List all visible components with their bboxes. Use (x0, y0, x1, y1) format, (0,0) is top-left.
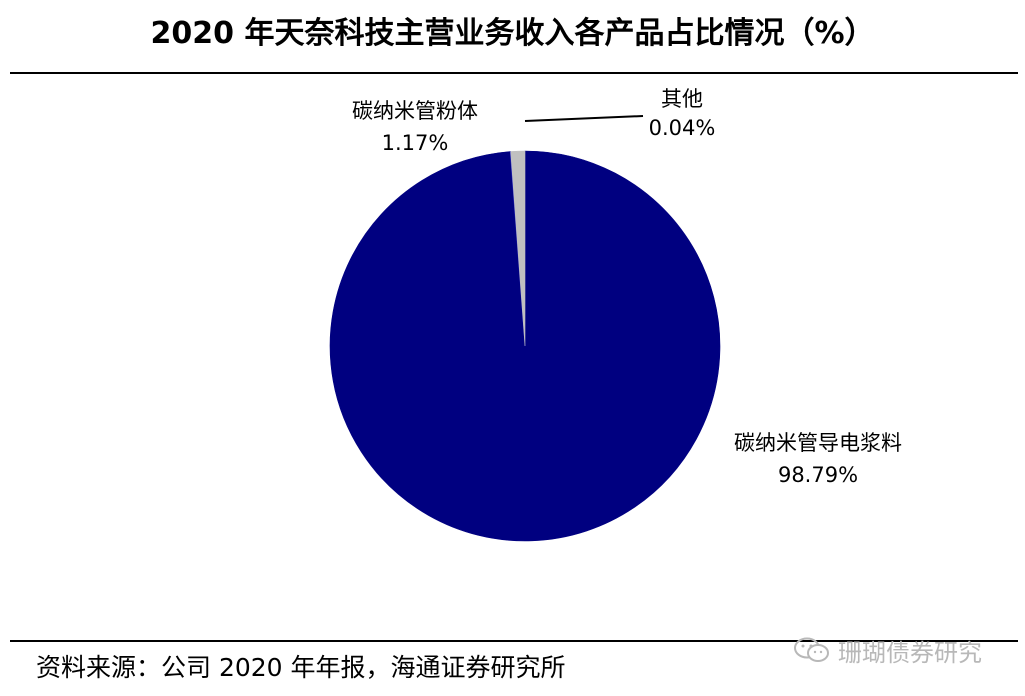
pie-slices (329, 150, 721, 542)
slice-label-slurry-value: 98.79% (778, 463, 858, 487)
chart-title: 2020 年天奈科技主营业务收入各产品占比情况（%） (150, 16, 875, 51)
wechat-icon (794, 637, 829, 662)
watermark: 珊瑚债券研究 (792, 632, 982, 668)
leader-line-other (524, 115, 644, 122)
slice-label-powder-name: 碳纳米管粉体 (352, 99, 478, 123)
slice-label-other-name: 其他 (661, 87, 703, 111)
slice-label-other-value: 0.04% (649, 116, 716, 140)
slice-label-slurry-name: 碳纳米管导电浆料 (734, 431, 902, 455)
bottom-divider (10, 640, 1018, 642)
top-divider (10, 72, 1018, 74)
pie-slice-powder (510, 150, 526, 347)
source-note: 资料来源：公司 2020 年年报，海通证券研究所 (36, 653, 566, 682)
watermark-text: 珊瑚债券研究 (838, 638, 982, 667)
slice-label-powder-value: 1.17% (382, 131, 449, 155)
